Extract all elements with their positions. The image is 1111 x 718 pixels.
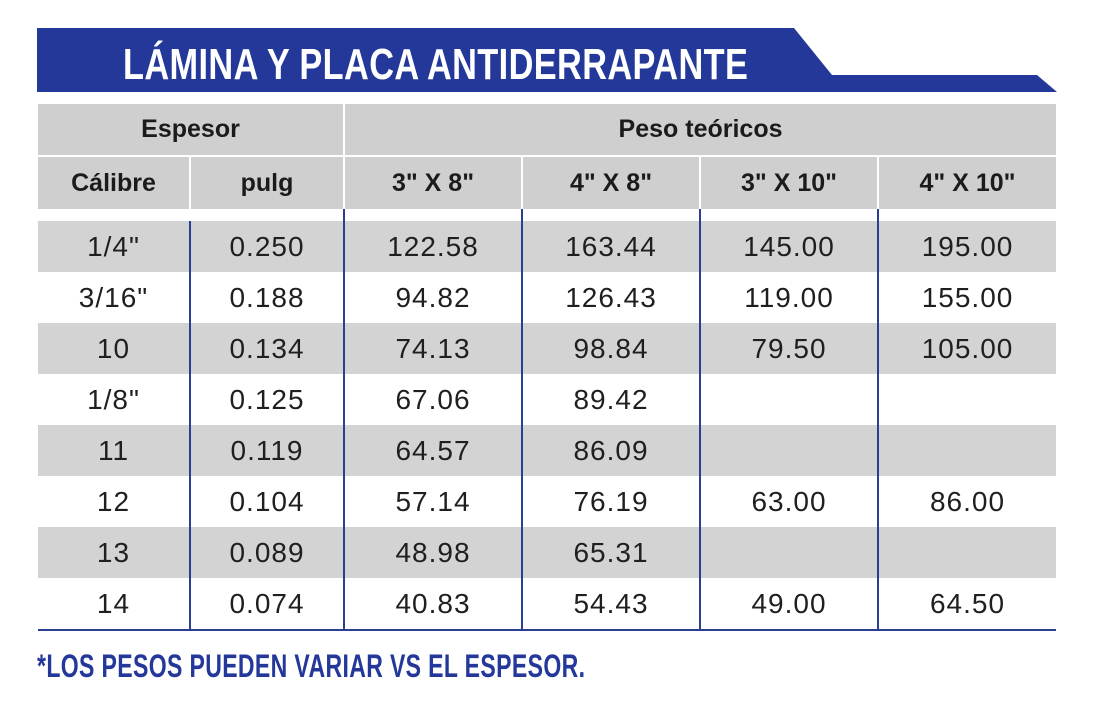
weights-table: Espesor Peso teóricos Cálibre pulg 3" X …: [38, 104, 1057, 631]
cell-3x10: [699, 527, 879, 578]
cell-3x10: 119.00: [699, 272, 879, 323]
column-header-row: Cálibre pulg 3" X 8" 4" X 8" 3" X 10" 4"…: [38, 155, 1057, 209]
cell-4x8: 86.09: [521, 425, 701, 476]
cell-pulg: 0.119: [188, 425, 345, 476]
cell-pulg: 0.104: [188, 476, 345, 527]
cell-3x8: 48.98: [343, 527, 523, 578]
col-header-3x10: 3" X 10": [699, 155, 879, 209]
cell-calibre: 12: [96, 485, 131, 517]
cell-4x10: [877, 425, 1057, 476]
cell-pulg: 0.188: [188, 272, 345, 323]
cell-calibre: 10: [38, 323, 190, 374]
cell-3x10: 79.50: [699, 323, 879, 374]
cell-3x10: 49.00: [699, 578, 879, 631]
cell-pulg: 0.074: [188, 578, 345, 631]
cell-calibre: 13: [38, 527, 190, 578]
cell-4x8: 65.31: [521, 527, 701, 578]
cell-4x10: 86.00: [877, 476, 1057, 527]
footnote: *LOS PESOS PUEDEN VARIAR VS EL ESPESOR.: [37, 648, 586, 684]
cell-4x8: 89.42: [521, 374, 701, 425]
cell-calibre: 1/4": [38, 221, 190, 272]
col-header-4x8: 4" X 8": [521, 155, 701, 209]
cell-3x8: 67.06: [343, 374, 523, 425]
col-header-pulg: pulg: [188, 155, 345, 209]
cell-3x8: 74.13: [343, 323, 523, 374]
table-row: 10 0.134 74.13 98.84 79.50 105.00: [38, 323, 1057, 374]
cell-4x8: 54.43: [521, 578, 701, 631]
cell-pulg: 0.089: [188, 527, 345, 578]
table-row: 1/4" 0.250 122.58 163.44 145.00 195.00: [38, 221, 1057, 272]
group-header-row: Espesor Peso teóricos: [38, 104, 1057, 156]
cell-4x10: [877, 527, 1057, 578]
table-row: 11 0.119 64.57 86.09: [38, 425, 1057, 476]
cell-3x10: 145.00: [699, 221, 879, 272]
cell-3x8: 57.14: [343, 476, 523, 527]
cell-3x8: 122.58: [343, 221, 523, 272]
banner-shape: [37, 28, 1057, 92]
cell-4x8: 98.84: [521, 323, 701, 374]
cell-4x10: 64.50: [877, 578, 1057, 631]
header-spacer: [38, 209, 1057, 221]
page-title: LÁMINA Y PLACA ANTIDERRAPANTE: [123, 40, 749, 89]
cell-calibre: 14: [38, 578, 190, 631]
cell-4x10: 155.00: [877, 272, 1057, 323]
cell-calibre: 1/8": [87, 383, 140, 415]
cell-3x8: 40.83: [343, 578, 523, 631]
cell-calibre: 3/16": [78, 281, 149, 313]
peso-group-header: Peso teóricos: [343, 104, 1057, 156]
cell-4x10: 105.00: [877, 323, 1057, 374]
cell-3x10: [699, 425, 879, 476]
col-header-3x8: 3" X 8": [343, 155, 523, 209]
table-row: 12 0.104 57.14 76.19 63.00 86.00: [38, 476, 1057, 527]
col-header-calibre: Cálibre: [38, 155, 190, 209]
cell-4x8: 126.43: [521, 272, 701, 323]
cell-3x8: 64.57: [343, 425, 523, 476]
cell-3x10: 63.00: [699, 476, 879, 527]
table-row: 1/8" 0.125 67.06 89.42: [38, 374, 1057, 425]
table-row: 3/16" 0.188 94.82 126.43 119.00 155.00: [38, 272, 1057, 323]
cell-4x8: 163.44: [521, 221, 701, 272]
cell-3x10: [699, 374, 879, 425]
table-row: 14 0.074 40.83 54.43 49.00 64.50: [38, 578, 1057, 631]
title-banner: LÁMINA Y PLACA ANTIDERRAPANTE: [37, 28, 1057, 94]
table-row: 13 0.089 48.98 65.31: [38, 527, 1057, 578]
cell-pulg: 0.125: [188, 374, 345, 425]
cell-pulg: 0.250: [188, 221, 345, 272]
col-header-4x10: 4" X 10": [877, 155, 1057, 209]
cell-pulg: 0.134: [188, 323, 345, 374]
cell-4x10: 195.00: [877, 221, 1057, 272]
cell-calibre: 11: [38, 425, 190, 476]
weights-table-wrapper: Espesor Peso teóricos Cálibre pulg 3" X …: [38, 104, 1057, 631]
cell-4x10: [877, 374, 1057, 425]
cell-4x8: 76.19: [521, 476, 701, 527]
espesor-group-header: Espesor: [38, 104, 345, 156]
cell-3x8: 94.82: [343, 272, 523, 323]
